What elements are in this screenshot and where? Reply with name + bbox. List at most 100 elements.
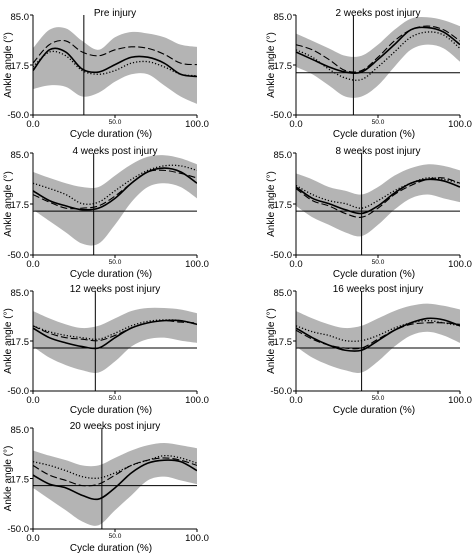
panel-title: 4 weeks post injury (72, 146, 157, 157)
x-axis-label: Cycle duration (%) (333, 129, 415, 140)
x-tick-label: 50.0 (109, 533, 122, 540)
panel-title: 12 weeks post injury (70, 284, 161, 295)
sd-band (296, 164, 460, 237)
x-tick-label: 0.0 (289, 259, 302, 270)
y-tick-label: 17.5 (11, 61, 30, 72)
series-line-dotted (296, 177, 460, 209)
series-line-solid (33, 167, 197, 211)
x-tick-label: 50.0 (372, 395, 385, 402)
x-tick-label: 100.0 (185, 119, 209, 130)
sd-band (33, 307, 197, 373)
sd-band (296, 303, 460, 373)
y-tick-label: -50.0 (270, 250, 292, 261)
series-line-dashed (33, 320, 197, 342)
y-axis-label: Ankle angle (°) (3, 171, 14, 237)
panel-title: 8 weeks post injury (335, 146, 420, 157)
y-axis-label: Ankle angle (°) (3, 32, 14, 98)
series-line-dotted (33, 454, 197, 479)
panel-title: 16 weeks post injury (333, 284, 424, 295)
y-axis-label: Ankle angle (°) (266, 308, 277, 374)
panel-5: 85.0 17.5 -50.00.0 50.0 100.0 Cycle duration … (3, 284, 209, 416)
x-tick-label: 100.0 (185, 395, 209, 406)
y-tick-label: 17.5 (11, 337, 30, 348)
y-tick-label: 85.0 (274, 150, 293, 161)
y-tick-label: -50.0 (270, 110, 292, 121)
x-axis-label: Cycle duration (%) (70, 129, 152, 140)
y-tick-label: -50.0 (270, 386, 292, 397)
x-axis-label: Cycle duration (%) (70, 269, 152, 280)
series-line-dotted (33, 319, 197, 340)
y-tick-label: 85.0 (274, 12, 293, 23)
plot-area (296, 17, 460, 98)
series-line-solid (33, 47, 197, 78)
panel-6: 85.0 17.5 -50.00.0 50.0 100.0 Cycle duration … (266, 284, 472, 416)
plot-area (296, 303, 460, 373)
y-tick-label: -50.0 (7, 524, 29, 535)
y-tick-label: 85.0 (11, 150, 30, 161)
plot-area (33, 155, 197, 246)
plot-area (296, 164, 460, 237)
x-tick-label: 50.0 (372, 119, 385, 126)
panel-title: 2 weeks post injury (335, 8, 420, 19)
x-tick-label: 50.0 (372, 259, 385, 266)
series-line-dotted (296, 319, 460, 342)
series-line-dotted (296, 31, 460, 81)
sd-band (33, 155, 197, 246)
panel-1: 85.0 17.5 -50.00.0 50.0 100.0 Cycle duration … (3, 8, 209, 140)
series-line-dashed (33, 39, 197, 66)
x-axis-label: Cycle duration (%) (333, 269, 415, 280)
y-tick-label: 85.0 (11, 288, 30, 299)
x-tick-label: 50.0 (109, 395, 122, 402)
x-axis-label: Cycle duration (%) (70, 543, 152, 554)
y-tick-label: 85.0 (11, 12, 30, 23)
x-tick-label: 50.0 (109, 259, 122, 266)
y-tick-label: -50.0 (7, 386, 29, 397)
x-tick-label: 100.0 (448, 119, 472, 130)
x-tick-label: 100.0 (185, 259, 209, 270)
series-line-dashed (296, 322, 460, 350)
x-tick-label: 0.0 (289, 119, 302, 130)
y-axis-label: Ankle angle (°) (266, 171, 277, 237)
panel-title: Pre injury (94, 8, 136, 19)
plot-area (33, 442, 197, 526)
x-tick-label: 0.0 (289, 395, 302, 406)
series-line-dashed (296, 25, 460, 73)
y-axis-label: Ankle angle (°) (3, 308, 14, 374)
x-tick-label: 0.0 (26, 259, 39, 270)
y-tick-label: 17.5 (11, 200, 30, 211)
y-tick-label: 85.0 (274, 288, 293, 299)
panel-3: 85.0 17.5 -50.00.0 50.0 100.0 Cycle duration … (3, 146, 209, 280)
x-tick-label: 50.0 (109, 119, 122, 126)
x-tick-label: 100.0 (448, 395, 472, 406)
panel-title: 20 weeks post injury (70, 421, 161, 432)
plot-area (33, 27, 197, 104)
series-line-solid (296, 178, 460, 215)
y-axis-label: Ankle angle (°) (266, 32, 277, 98)
x-tick-label: 0.0 (26, 533, 39, 544)
panel-2: 85.0 17.5 -50.00.0 50.0 100.0 Cycle duration … (266, 8, 472, 140)
y-tick-label: 17.5 (274, 337, 293, 348)
x-axis-label: Cycle duration (%) (70, 405, 152, 416)
y-tick-label: -50.0 (7, 110, 29, 121)
series-line-dotted (33, 164, 197, 205)
series-line-solid (33, 459, 197, 501)
y-tick-label: 17.5 (11, 475, 30, 486)
panel-4: 85.0 17.5 -50.00.0 50.0 100.0 Cycle duration … (266, 146, 472, 280)
x-tick-label: 100.0 (185, 533, 209, 544)
y-axis-label: Ankle angle (°) (3, 446, 14, 512)
y-tick-label: -50.0 (7, 250, 29, 261)
sd-band (33, 442, 197, 526)
series-line-dashed (296, 177, 460, 218)
panel-7: 85.0 17.5 -50.00.0 50.0 100.0 Cycle duration … (3, 421, 209, 554)
y-tick-label: 17.5 (274, 61, 293, 72)
plot-area (33, 307, 197, 373)
x-tick-label: 0.0 (26, 395, 39, 406)
series-line-dashed (33, 169, 197, 210)
x-tick-label: 0.0 (26, 119, 39, 130)
y-tick-label: 85.0 (11, 425, 30, 436)
x-tick-label: 100.0 (448, 259, 472, 270)
x-axis-label: Cycle duration (%) (333, 405, 415, 416)
series-line-solid (296, 26, 460, 74)
y-tick-label: 17.5 (274, 200, 293, 211)
